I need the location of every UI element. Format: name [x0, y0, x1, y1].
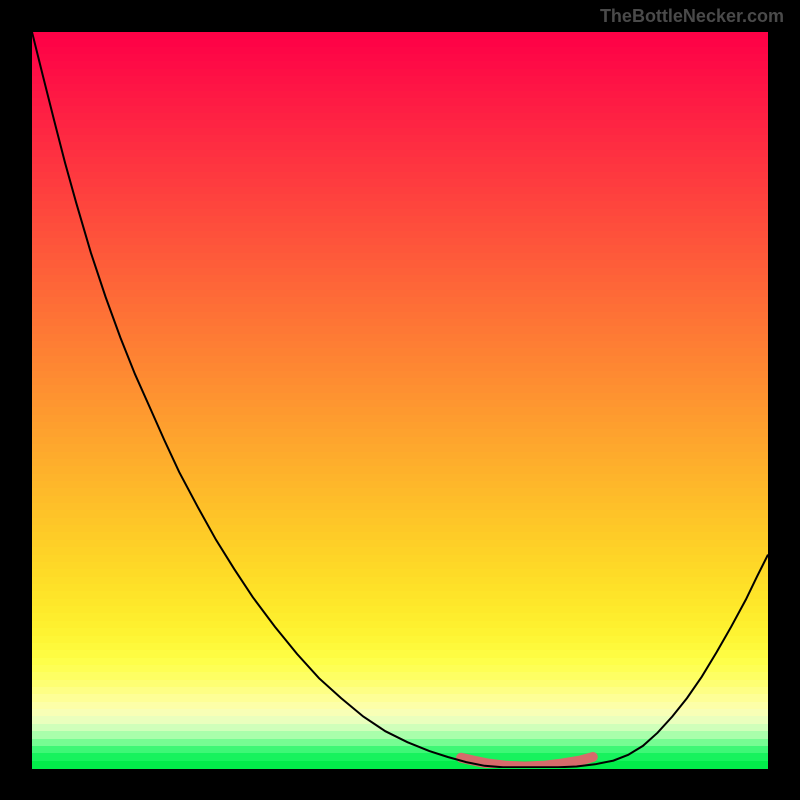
chart-plot-area [32, 32, 768, 768]
watermark: TheBottleNecker.com [600, 6, 784, 27]
curve-overlay [32, 32, 768, 768]
bottleneck-curve [32, 32, 768, 767]
